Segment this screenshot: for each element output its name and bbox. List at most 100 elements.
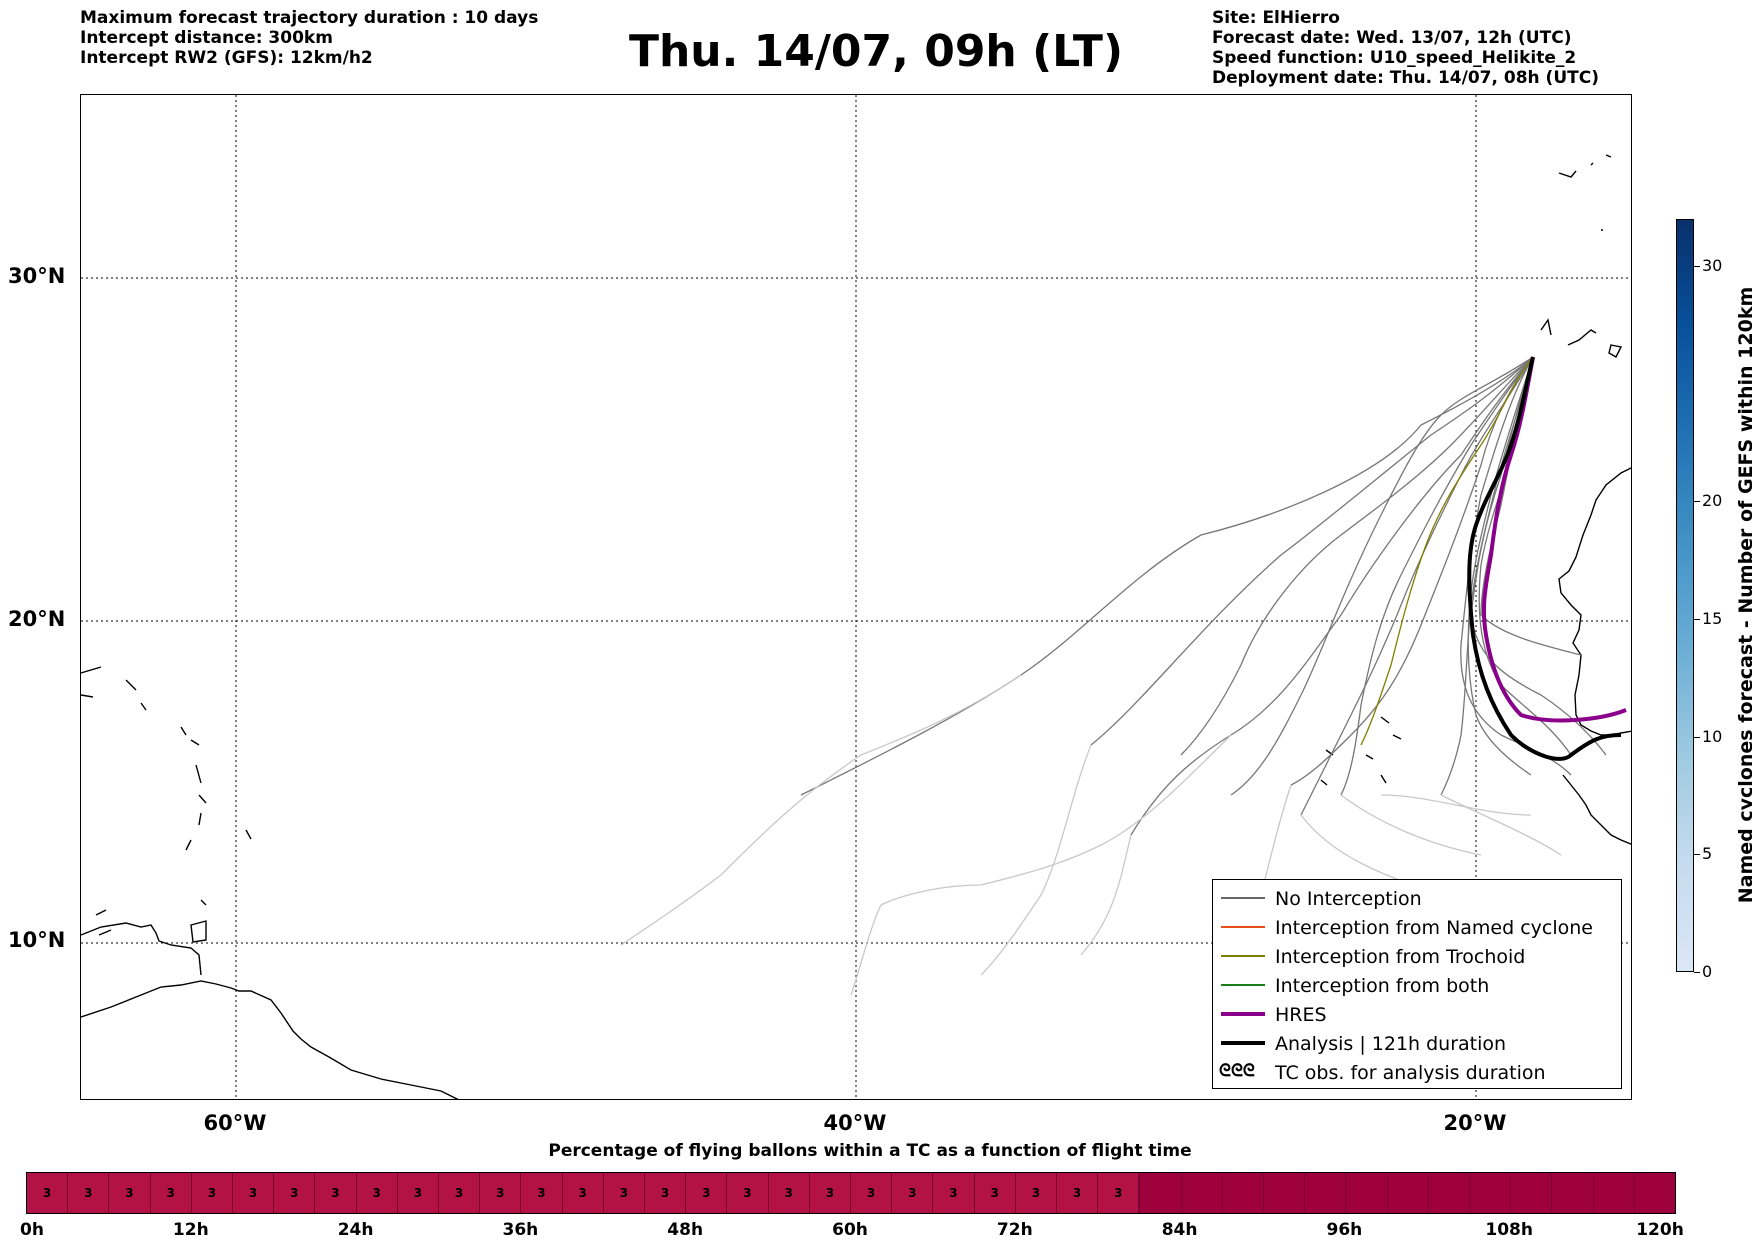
flight-bar-cell: 3	[233, 1173, 275, 1213]
map-legend: No Interception Interception from Named …	[1212, 879, 1622, 1089]
flight-bar-cell: 3	[150, 1173, 192, 1213]
flight-bar-cell: 3	[1015, 1173, 1057, 1213]
flight-bar-gridline	[1510, 1173, 1512, 1213]
flight-bar-gridline	[1551, 1173, 1553, 1213]
flight-bar-gridline	[1633, 1173, 1635, 1213]
header-right-line: Deployment date: Thu. 14/07, 08h (UTC)	[1212, 68, 1599, 88]
header-left-line: Intercept RW2 (GFS): 12km/h2	[80, 48, 373, 68]
flight-bar-cell: 3	[191, 1173, 233, 1213]
flight-bar-tick-label: 48h	[667, 1220, 704, 1240]
colorbar-tick-mark	[1694, 972, 1700, 973]
header-right-line: Site: ElHierro	[1212, 8, 1340, 28]
colorbar-tick-label: 10	[1702, 726, 1723, 746]
flight-bar-cell: 3	[727, 1173, 769, 1213]
trajectories-faint	[620, 674, 1562, 996]
legend-label: Interception from Named cyclone	[1275, 917, 1593, 939]
legend-swatch	[1221, 955, 1265, 957]
colorbar-tick-label: 0	[1702, 962, 1713, 981]
east-atlantic-islands	[1540, 154, 1623, 358]
header-left: Maximum forecast trajectory duration : 1…	[80, 8, 538, 68]
trajectories-trochoid	[1360, 356, 1534, 746]
flight-bar-cell: 3	[274, 1173, 316, 1213]
flight-bar-tick-label: 84h	[1161, 1220, 1198, 1240]
flight-bar-title: Percentage of flying ballons within a TC…	[548, 1141, 1192, 1161]
lat-label-10: 10°N	[8, 928, 66, 952]
flight-bar-cell: 3	[892, 1173, 934, 1213]
flight-bar-gridline	[1139, 1173, 1141, 1213]
flight-bar-gridline	[1469, 1173, 1470, 1213]
header-right-line: Forecast date: Wed. 13/07, 12h (UTC)	[1212, 28, 1572, 48]
legend-label: Analysis | 121h duration	[1275, 1033, 1507, 1055]
flight-bar-cell: 3	[686, 1173, 728, 1213]
legend-label: Interception from Trochoid	[1275, 946, 1526, 968]
flight-bar-gridline	[1180, 1173, 1182, 1213]
caribbean-small-islands	[81, 666, 252, 936]
flight-bar-cell: 3	[356, 1173, 398, 1213]
lon-label-40w: 40°W	[823, 1111, 887, 1135]
flight-bar-tick-label: 24h	[337, 1220, 374, 1240]
page-title: Thu. 14/07, 09h (LT)	[628, 26, 1124, 77]
flight-bar-tick-label: 96h	[1326, 1220, 1363, 1240]
colorbar-tick-mark	[1694, 266, 1700, 268]
legend-swatch	[1221, 926, 1265, 928]
trajectories-no-interception	[800, 356, 1607, 836]
flight-bar-cell: 3	[521, 1173, 563, 1213]
flight-bar-cell: 3	[603, 1173, 645, 1213]
flight-bar-cell: 3	[562, 1173, 604, 1213]
colorbar-tick-label: 5	[1702, 844, 1713, 864]
flight-bar-gridline	[1221, 1173, 1223, 1213]
lat-label-30: 30°N	[8, 264, 66, 288]
flight-bar-tick-label: 72h	[996, 1220, 1033, 1240]
flight-bar-gridline	[1427, 1173, 1429, 1213]
flight-bar-cell: 3	[851, 1173, 893, 1213]
africa-coast-south	[1562, 774, 1631, 845]
legend-label: TC obs. for analysis duration	[1275, 1062, 1546, 1084]
colorbar-tick-label: 20	[1702, 491, 1723, 511]
legend-swatch	[1221, 984, 1265, 986]
flight-bar-cell: 3	[109, 1173, 151, 1213]
flight-bar-cell: 3	[480, 1173, 522, 1213]
colorbar-tick-label: 30	[1702, 256, 1723, 276]
flight-bar-gridline	[1386, 1173, 1388, 1213]
analysis-trajectory	[1467, 356, 1622, 761]
colorbar	[1676, 219, 1694, 972]
trinidad	[190, 920, 207, 943]
flight-bar-cell: 3	[1098, 1173, 1140, 1213]
flight-bar-tick-label: 60h	[832, 1220, 868, 1240]
africa-coast	[1558, 467, 1631, 736]
flight-bar-cell: 3	[1057, 1173, 1099, 1213]
colorbar-tick-mark	[1694, 854, 1700, 856]
legend-swatch	[1221, 1012, 1265, 1016]
graticule	[81, 95, 1631, 1099]
flight-bar-cell: 3	[768, 1173, 810, 1213]
flight-bar-cell: 3	[933, 1173, 975, 1213]
legend-swatch	[1221, 1041, 1265, 1045]
colorbar-tick-mark	[1694, 736, 1700, 738]
flight-bar-gridline	[1263, 1173, 1264, 1213]
flight-bar-gridline	[1592, 1173, 1594, 1213]
header-right-line: Speed function: U10_speed_Helikite_2	[1212, 48, 1577, 68]
flight-bar-gridline	[1304, 1173, 1306, 1213]
flight-bar-cell: 3	[439, 1173, 481, 1213]
lat-label-20: 20°N	[8, 607, 66, 631]
lon-label-60w: 60°W	[203, 1111, 267, 1135]
colorbar-tick-mark	[1694, 501, 1700, 503]
lon-label-20w: 20°W	[1443, 1111, 1507, 1135]
flight-bar-cell: 3	[315, 1173, 357, 1213]
flight-bar-tick-label: 36h	[502, 1220, 539, 1240]
colorbar-tick-label: 15	[1702, 609, 1723, 629]
colorbar-label: Named cyclones forecast - Number of GEFS…	[1735, 286, 1752, 904]
flight-bar-cell: 3	[974, 1173, 1016, 1213]
colorbar-tick-mark	[1694, 619, 1700, 621]
venezuela-coast	[81, 922, 202, 976]
flight-bar-cell: 3	[68, 1173, 110, 1213]
flight-bar-cell: 3	[27, 1173, 69, 1213]
flight-bar-tick-label: 12h	[172, 1220, 209, 1240]
cape-verde	[1320, 716, 1402, 786]
flight-bar-tick-label: 0h	[20, 1220, 44, 1240]
map-canvas[interactable]	[81, 95, 1632, 1100]
south-america-coast	[81, 980, 459, 1099]
flight-bar-cell: 3	[397, 1173, 439, 1213]
header-left-line: Intercept distance: 300km	[80, 28, 333, 48]
flight-bar-cell: 3	[809, 1173, 851, 1213]
